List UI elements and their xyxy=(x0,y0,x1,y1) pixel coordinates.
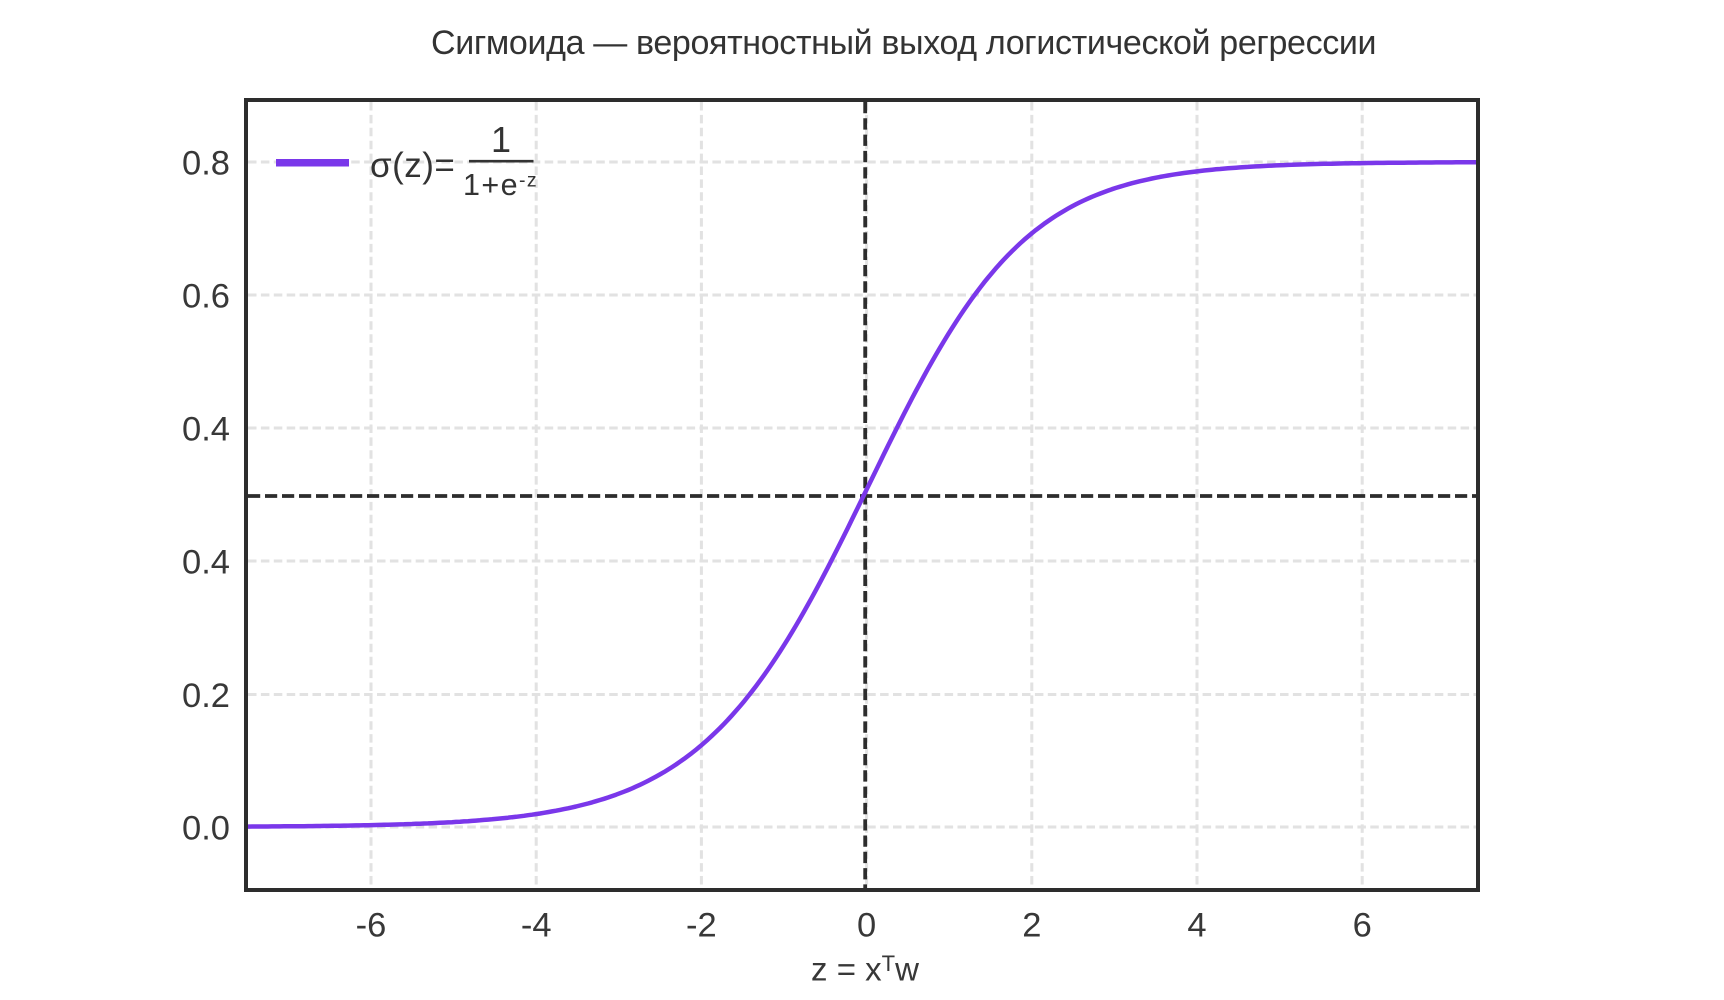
svg-text:-6: -6 xyxy=(356,907,387,945)
svg-text:4: 4 xyxy=(1187,907,1206,945)
svg-text:1: 1 xyxy=(491,119,511,160)
svg-text:0.6: 0.6 xyxy=(182,278,230,316)
svg-text:0.4: 0.4 xyxy=(182,544,230,582)
svg-text:σ(z)=: σ(z)= xyxy=(370,146,455,185)
svg-text:0: 0 xyxy=(857,907,876,945)
svg-text:0.4: 0.4 xyxy=(182,411,230,449)
svg-text:0.8: 0.8 xyxy=(182,145,230,183)
svg-text:Сигмоида — вероятностный выход: Сигмоида — вероятностный выход логистиче… xyxy=(431,24,1376,62)
svg-text:z = xTw: z = xTw xyxy=(811,951,919,988)
svg-text:2: 2 xyxy=(1022,907,1041,945)
svg-text:0.0: 0.0 xyxy=(182,810,230,848)
svg-text:-4: -4 xyxy=(521,907,552,945)
svg-text:-2: -2 xyxy=(686,907,717,945)
svg-text:6: 6 xyxy=(1353,907,1372,945)
svg-text:0.2: 0.2 xyxy=(182,677,230,715)
